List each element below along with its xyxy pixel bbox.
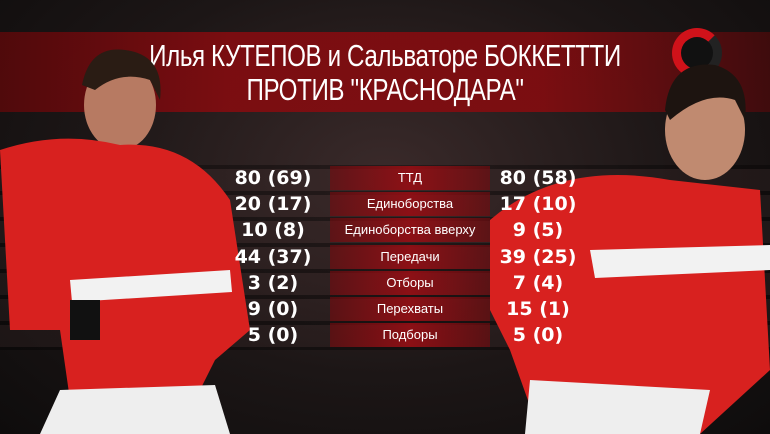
stat-label: ТТД [397, 170, 423, 185]
kutepov-value: 5 (0) [247, 324, 299, 347]
kutepov-value: 3 (2) [247, 271, 299, 294]
stat-label: Перехваты [376, 301, 444, 316]
kutepov-value: 44 (37) [234, 245, 312, 268]
stat-label: Единоборства вверху [344, 222, 476, 238]
bocchetti-value: 17 (10) [499, 193, 577, 216]
stat-label-band [330, 270, 490, 295]
player-left-photo [0, 49, 250, 434]
stat-row: 20 (17) Единоборства 17 (10) [0, 192, 770, 217]
stat-row: 44 (37) Передачи 39 (25) [0, 244, 770, 269]
stat-label-band [330, 323, 490, 348]
stat-label-band [330, 297, 490, 321]
stat-label: Передачи [380, 248, 440, 264]
stat-label: Подборы [382, 327, 438, 343]
kutepov-value: 10 (8) [241, 219, 305, 242]
bocchetti-value: 7 (4) [512, 271, 564, 294]
stat-label-band [330, 166, 490, 190]
stat-label-band [330, 244, 490, 269]
stat-row: 3 (2) Отборы 7 (4) [0, 270, 770, 295]
bocchetti-value: 9 (5) [512, 219, 564, 242]
kutepov-value: 80 (69) [234, 167, 312, 189]
bocchetti-value: 5 (0) [512, 324, 564, 347]
stat-row: 9 (0) Перехваты 15 (1) [0, 297, 770, 321]
stat-label: Отборы [386, 274, 434, 290]
title-line-1: Илья КУТЕПОВ и Сальваторе БОККЕТТТИ [149, 38, 621, 73]
stat-row: 10 (8) Единоборства вверху 9 (5) [0, 218, 770, 243]
stat-label: Единоборства [366, 196, 454, 212]
bocchetti-value: 80 (58) [499, 167, 577, 189]
stat-label-band [330, 192, 490, 217]
kutepov-value: 9 (0) [247, 298, 299, 320]
stat-row: 5 (0) Подборы 5 (0) [0, 323, 770, 348]
bocchetti-value: 39 (25) [499, 245, 577, 268]
stat-label-band [330, 218, 490, 243]
player-right-photo [490, 64, 770, 434]
stat-row: 80 (69) ТТД 80 (58) [0, 166, 770, 190]
title-line-2: ПРОТИВ "КРАСНОДАРА" [246, 72, 524, 107]
bocchetti-value: 15 (1) [506, 298, 570, 320]
kutepov-value: 20 (17) [234, 193, 312, 216]
